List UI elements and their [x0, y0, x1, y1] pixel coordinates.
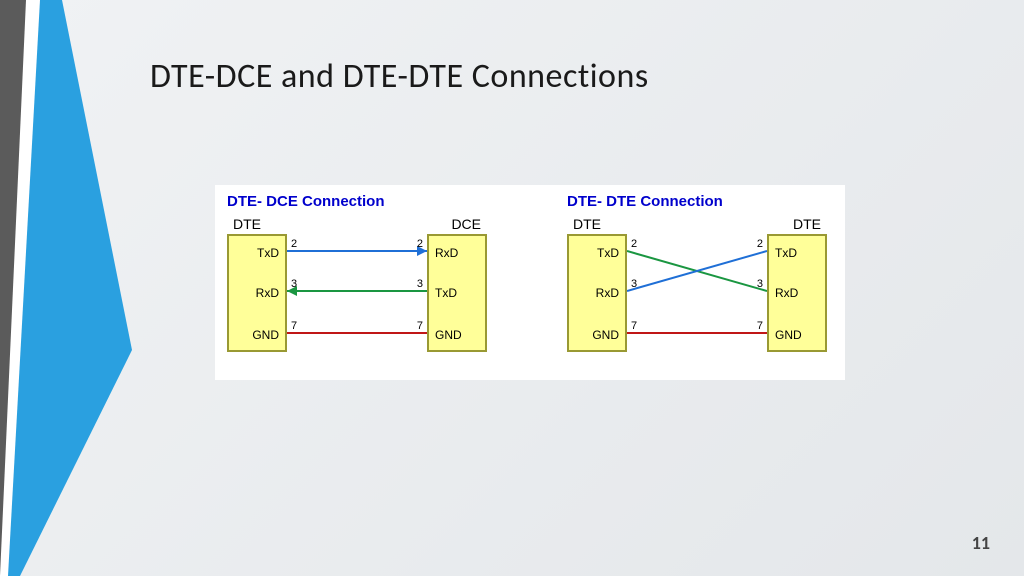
right-box: RxD TxD GND	[427, 234, 487, 352]
pin-number: 2	[291, 238, 297, 250]
slide-title: DTE-DCE and DTE-DTE Connections	[150, 56, 944, 97]
pin-label: TxD	[769, 246, 825, 260]
pin-label: GND	[429, 328, 485, 342]
pin-label: GND	[229, 328, 285, 342]
diagram-dte-dte: DTE- DTE Connection DTE DTE TxD RxD GND …	[567, 193, 827, 368]
pin-label: TxD	[569, 246, 625, 260]
pin-label: RxD	[429, 246, 485, 260]
connection-wires	[627, 234, 767, 352]
diagram-dte-dce: DTE- DCE Connection DTE DCE TxD RxD GND …	[227, 193, 487, 368]
pin-number: 2	[757, 238, 763, 250]
pin-number: 3	[757, 278, 763, 290]
page-number: 11	[972, 532, 990, 554]
left-box: TxD RxD GND	[227, 234, 287, 352]
diagram-panel: DTE- DCE Connection DTE DCE TxD RxD GND …	[215, 185, 845, 380]
pin-label: TxD	[429, 286, 485, 300]
connection-wires	[287, 234, 427, 352]
right-box: TxD RxD GND	[767, 234, 827, 352]
slide-decoration	[0, 0, 140, 576]
pin-number: 2	[631, 238, 637, 250]
pin-number: 3	[291, 278, 297, 290]
diagram-title: DTE- DCE Connection	[227, 193, 487, 210]
pin-number: 7	[757, 320, 763, 332]
pin-number: 2	[417, 238, 423, 250]
right-device-label: DCE	[451, 216, 481, 232]
left-box: TxD RxD GND	[567, 234, 627, 352]
pin-label: RxD	[569, 286, 625, 300]
pin-number: 3	[417, 278, 423, 290]
pin-number: 7	[417, 320, 423, 332]
pin-number: 7	[631, 320, 637, 332]
pin-label: TxD	[229, 246, 285, 260]
diagram-title: DTE- DTE Connection	[567, 193, 827, 210]
pin-label: RxD	[769, 286, 825, 300]
pin-label: GND	[769, 328, 825, 342]
left-device-label: DTE	[573, 216, 601, 232]
left-device-label: DTE	[233, 216, 261, 232]
pin-label: RxD	[229, 286, 285, 300]
right-device-label: DTE	[793, 216, 821, 232]
pin-label: GND	[569, 328, 625, 342]
pin-number: 3	[631, 278, 637, 290]
pin-number: 7	[291, 320, 297, 332]
